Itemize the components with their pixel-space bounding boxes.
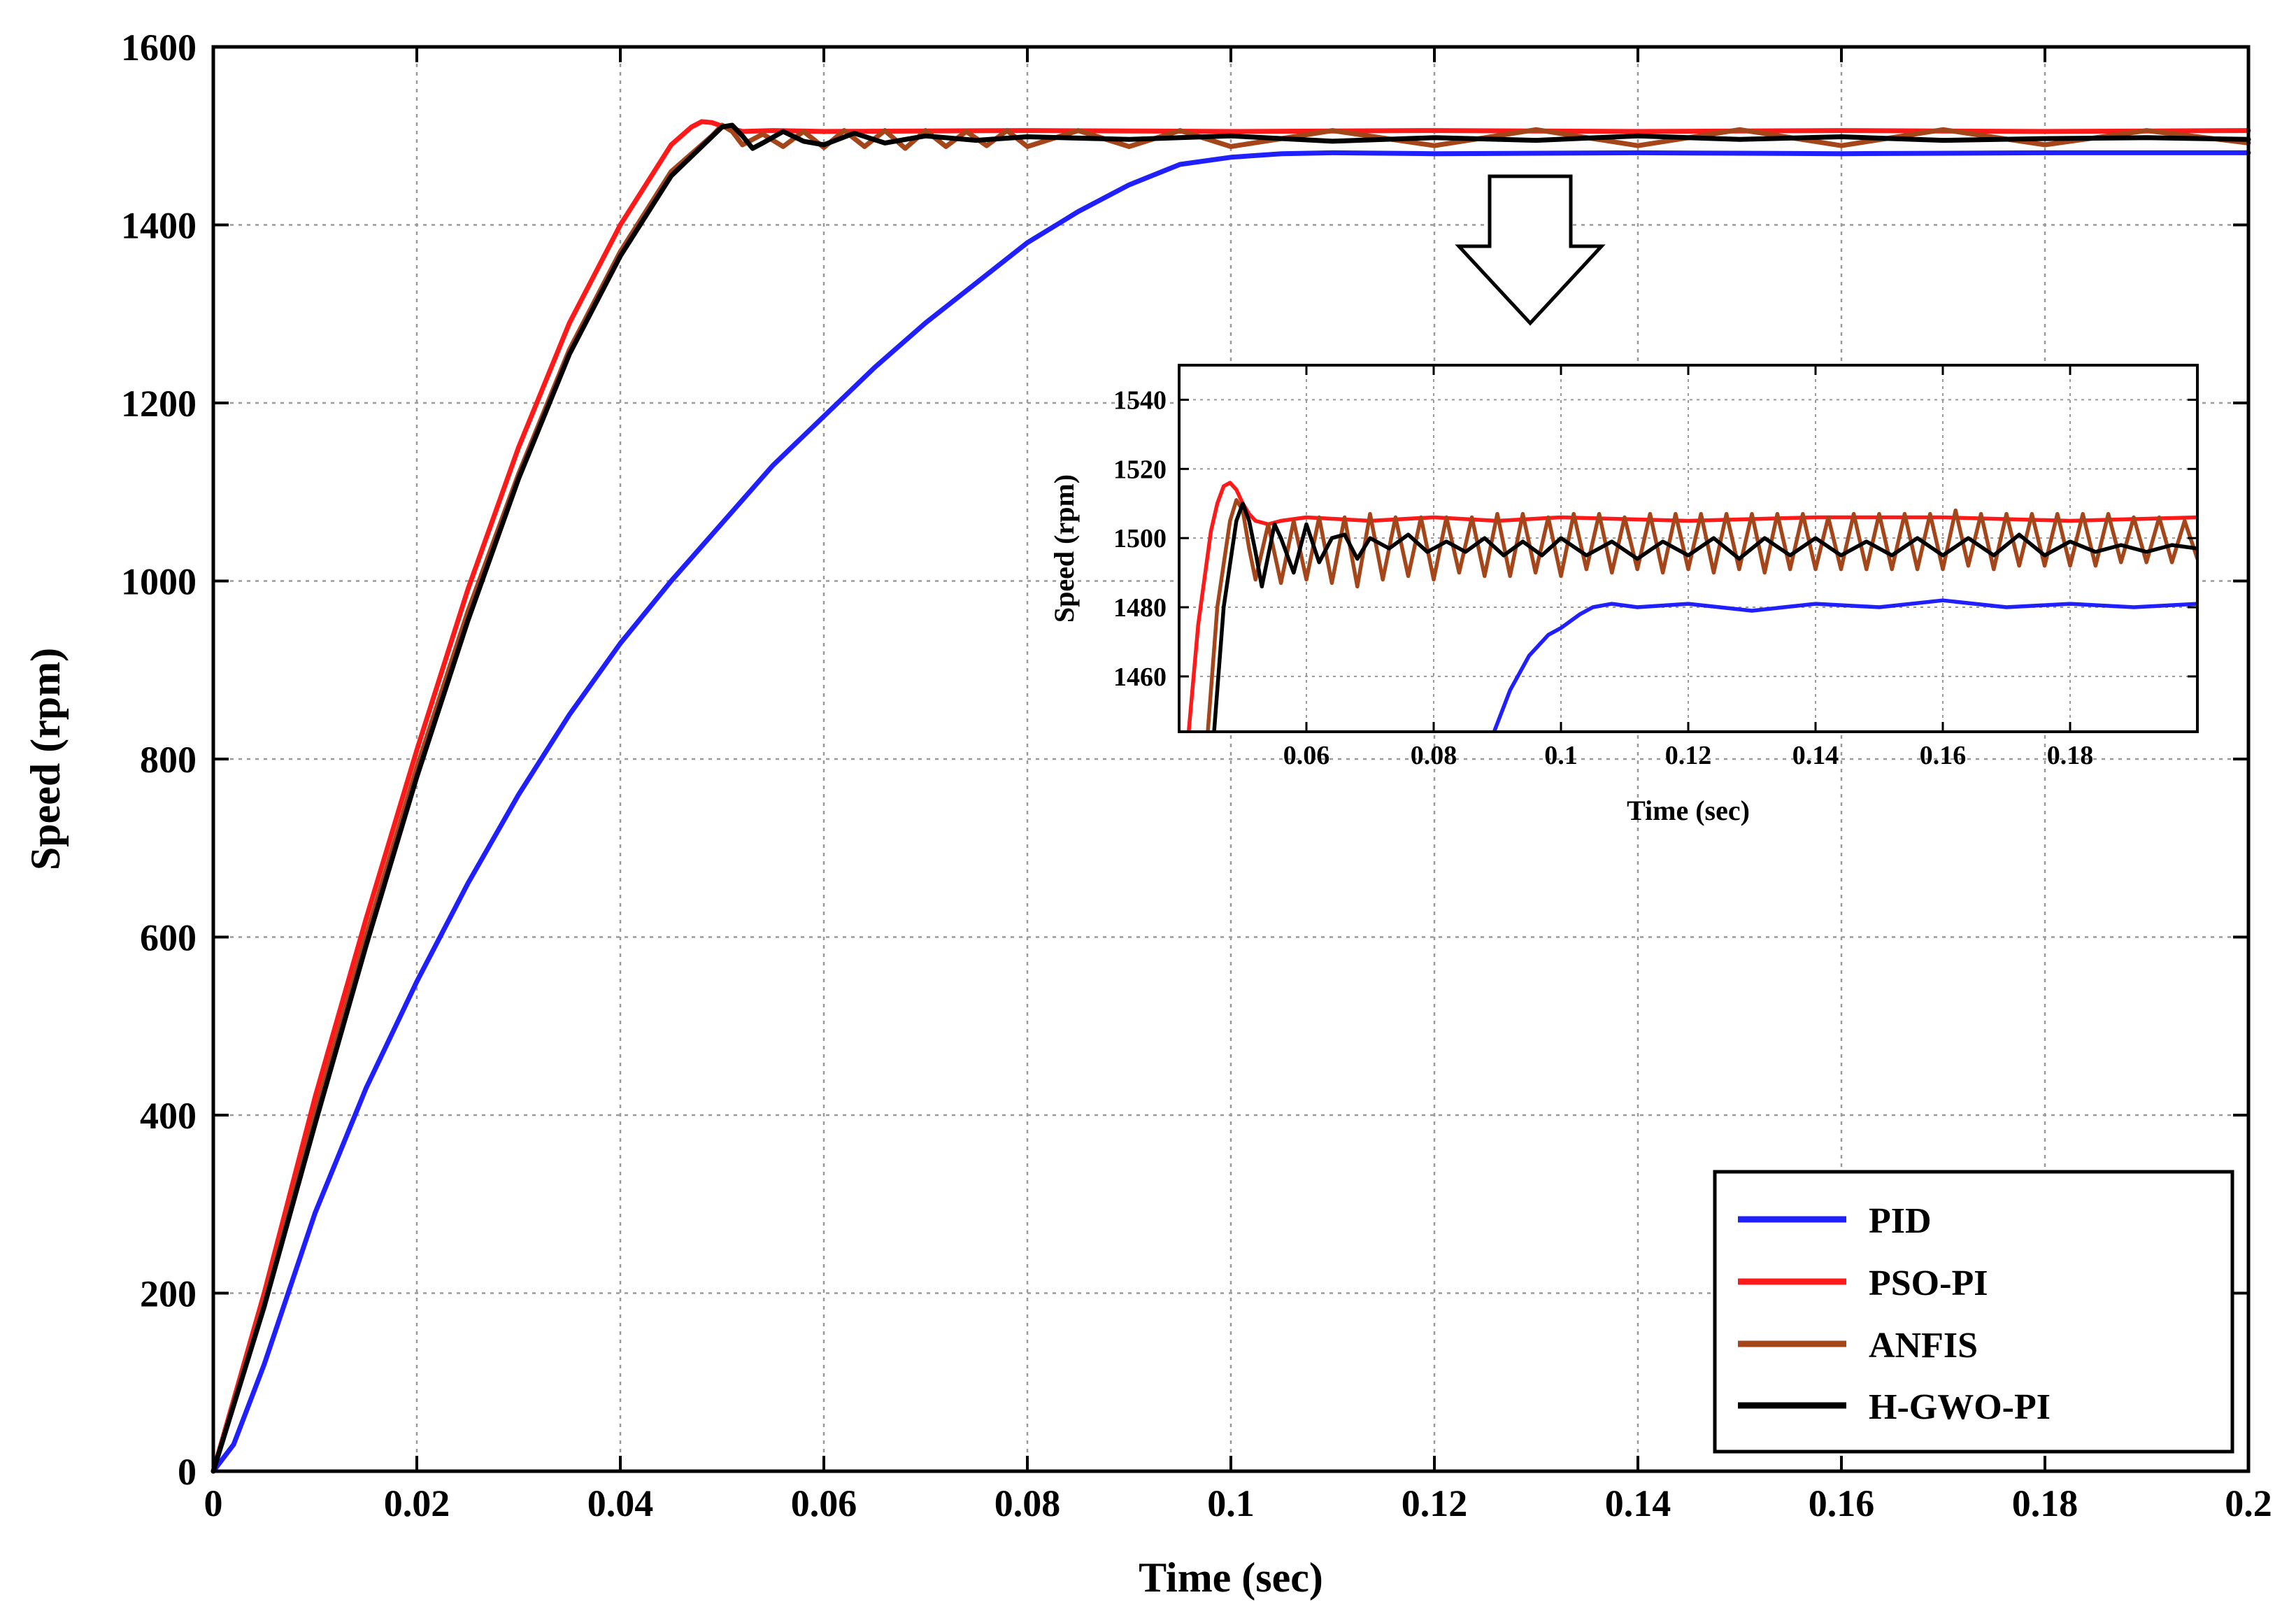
legend-entry: PSO-PI xyxy=(1738,1263,1988,1303)
y-tick-label: 1480 xyxy=(1113,593,1167,623)
series-line-h-gwo-pi xyxy=(211,122,2251,1474)
x-tick-label: 0.12 xyxy=(1402,1482,1468,1524)
x-tick-label: 0.1 xyxy=(1544,741,1578,770)
x-tick-label: 0.02 xyxy=(384,1482,450,1524)
x-tick-label: 0.2 xyxy=(2225,1482,2272,1524)
inset-y-tick-labels: 1460 1480 1500 1520 1540 xyxy=(1113,385,1167,691)
y-tick-label: 1460 xyxy=(1113,662,1167,692)
y-tick-label: 800 xyxy=(140,739,197,781)
legend-label: H-GWO-PI xyxy=(1869,1387,2051,1427)
main-x-tick-labels: 0 0.02 0.04 0.06 0.08 0.1 0.12 0.14 0.16 0.18 0.2 xyxy=(204,1482,2272,1524)
legend-label: PID xyxy=(1869,1201,1932,1241)
series-line-pid xyxy=(1492,598,2197,732)
y-tick-label: 600 xyxy=(140,917,197,959)
y-tick-label: 1600 xyxy=(121,27,197,69)
x-tick-label: 0.06 xyxy=(1283,741,1330,770)
y-tick-label: 1000 xyxy=(121,561,197,603)
main-x-axis-label: Time (sec) xyxy=(1139,1554,1323,1601)
inset-tick-marks xyxy=(1179,365,2197,732)
x-tick-label: 0.06 xyxy=(791,1482,857,1524)
inset-series-lines xyxy=(1186,481,2197,732)
y-tick-label: 1540 xyxy=(1113,385,1167,415)
zoom-down-arrow-icon xyxy=(1455,174,1606,326)
legend-entry: PID xyxy=(1738,1201,1932,1241)
x-tick-label: 0.08 xyxy=(1411,741,1457,770)
inset-x-tick-labels: 0.06 0.08 0.1 0.12 0.14 0.16 0.18 xyxy=(1283,741,2094,770)
x-tick-label: 0.18 xyxy=(2047,741,2094,770)
legend-label: ANFIS xyxy=(1869,1326,1978,1366)
y-tick-label: 0 xyxy=(178,1451,197,1493)
main-series-lines xyxy=(211,119,2251,1474)
x-tick-label: 0.04 xyxy=(587,1482,654,1524)
series-line-pso-pi xyxy=(211,119,2251,1474)
main-y-tick-labels: 0 200 400 600 800 1000 1200 1400 1600 xyxy=(121,27,197,1493)
y-tick-label: 1200 xyxy=(121,383,197,425)
inset-plot-area xyxy=(1179,365,2197,732)
inset-x-axis-label: Time (sec) xyxy=(1627,795,1750,826)
y-tick-label: 200 xyxy=(140,1273,197,1315)
main-y-axis-label: Speed (rpm) xyxy=(22,648,69,870)
x-tick-label: 0.14 xyxy=(1792,741,1839,770)
legend: PID PSO-PI ANFIS H-GWO-PI xyxy=(1713,1170,2234,1454)
x-tick-label: 0.16 xyxy=(1920,741,1967,770)
series-line-h-gwo-pi xyxy=(1212,501,2197,732)
main-tick-marks xyxy=(212,45,2250,1473)
x-tick-label: 0.14 xyxy=(1605,1482,1671,1524)
x-tick-label: 0.16 xyxy=(1809,1482,1875,1524)
legend-label: PSO-PI xyxy=(1869,1263,1988,1303)
x-tick-label: 0.18 xyxy=(2012,1482,2078,1524)
y-tick-label: 400 xyxy=(140,1095,197,1137)
x-tick-label: 0.08 xyxy=(994,1482,1061,1524)
legend-entry: H-GWO-PI xyxy=(1738,1387,2051,1427)
x-tick-label: 0.12 xyxy=(1665,741,1712,770)
legend-entry: ANFIS xyxy=(1738,1326,1978,1366)
y-tick-label: 1400 xyxy=(121,205,197,247)
inset-y-axis-label: Speed (rpm) xyxy=(1048,474,1080,623)
series-line-pid xyxy=(211,150,2251,1474)
y-tick-label: 1500 xyxy=(1113,524,1167,553)
x-tick-label: 0.1 xyxy=(1207,1482,1255,1524)
y-tick-label: 1520 xyxy=(1113,455,1167,484)
x-tick-label: 0 xyxy=(204,1482,223,1524)
